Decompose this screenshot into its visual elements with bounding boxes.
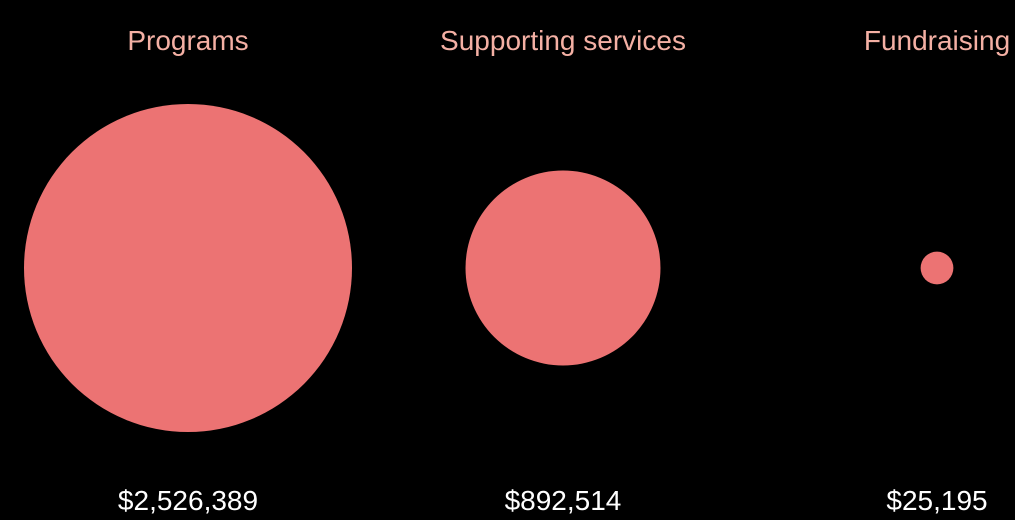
category-label-supporting-services: Supporting services xyxy=(440,25,686,56)
bubble-programs xyxy=(24,104,352,432)
chart-marks: Programs $2,526,389 Supporting services $89… xyxy=(24,25,1010,516)
bubble-fundraising xyxy=(920,251,954,285)
category-label-programs: Programs xyxy=(127,25,248,56)
bubble-supporting-services xyxy=(465,170,661,366)
value-label-programs: $2,526,389 xyxy=(118,485,258,516)
category-label-fundraising: Fundraising xyxy=(864,25,1010,56)
value-label-supporting-services: $892,514 xyxy=(505,485,622,516)
value-label-fundraising: $25,195 xyxy=(886,485,987,516)
